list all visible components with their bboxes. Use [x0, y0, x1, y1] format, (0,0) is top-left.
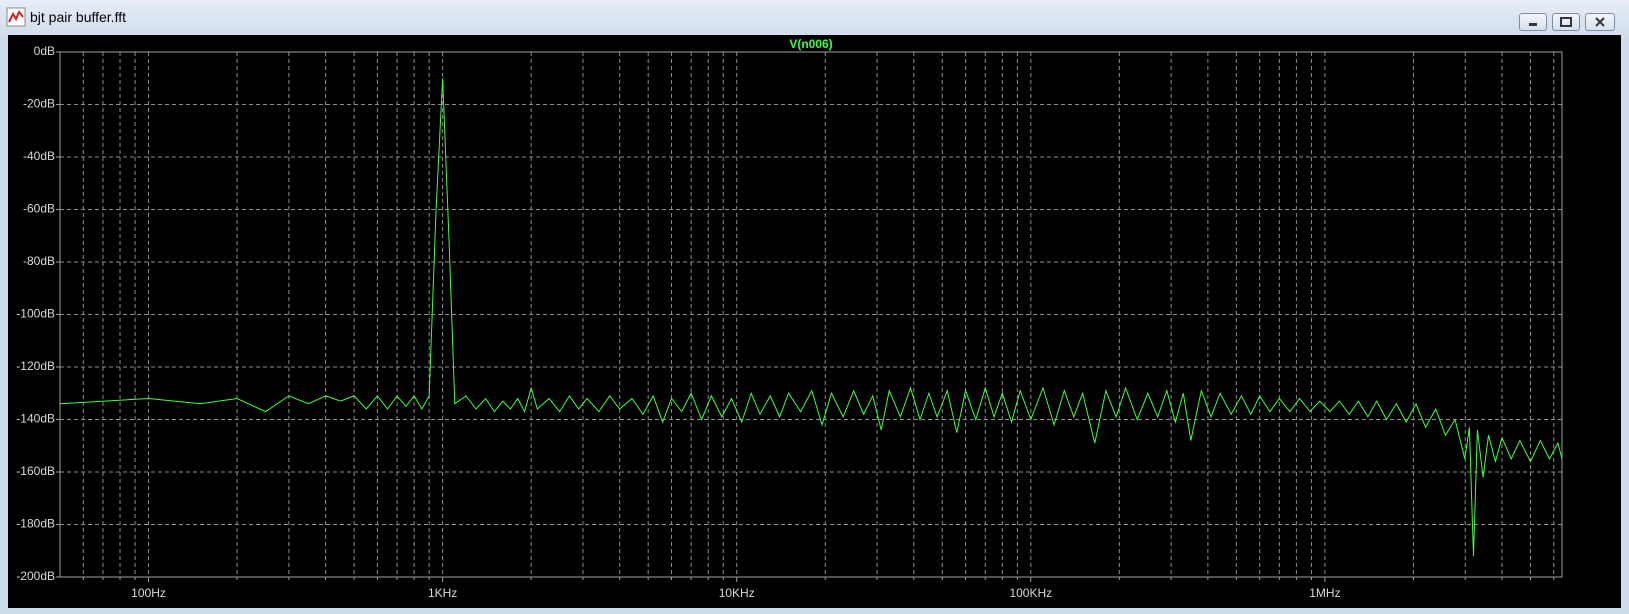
- plot-background: [8, 35, 1621, 608]
- x-tick-label: 10KHz: [719, 586, 755, 600]
- y-tick-label: -200dB: [16, 569, 55, 583]
- y-tick-label: 0dB: [34, 44, 55, 58]
- minimize-icon: [1529, 23, 1537, 26]
- x-tick-label: 1KHz: [428, 586, 457, 600]
- maximize-icon: [1560, 17, 1572, 27]
- chart: V(n006) 0dB -20dB -40dB -60dB -80dB -100dB -12…: [8, 35, 1621, 608]
- maximize-button[interactable]: [1552, 13, 1580, 31]
- y-tick-label: -20dB: [23, 97, 55, 111]
- y-tick-label: -40dB: [23, 149, 55, 163]
- x-tick-label: 1MHz: [1309, 586, 1340, 600]
- y-tick-label: -140dB: [16, 412, 55, 426]
- title-bar: bjt pair buffer.fft: [0, 0, 1629, 34]
- trace-label[interactable]: V(n006): [789, 37, 832, 51]
- trace: [59, 78, 1563, 557]
- window-icon: [6, 7, 26, 27]
- close-icon: [1595, 17, 1605, 27]
- y-tick-label: -80dB: [23, 254, 55, 268]
- y-tick-label: -60dB: [23, 202, 55, 216]
- x-tick-label: 100Hz: [131, 586, 166, 600]
- y-tick-label: -160dB: [16, 464, 55, 478]
- plot-frame: [59, 51, 1563, 578]
- close-button[interactable]: [1585, 13, 1615, 31]
- window-title: bjt pair buffer.fft: [30, 9, 126, 25]
- x-tick-label: 100KHz: [1009, 586, 1052, 600]
- minimize-button[interactable]: [1519, 13, 1547, 31]
- y-tick-label: -100dB: [16, 307, 55, 321]
- y-tick-label: -180dB: [16, 517, 55, 531]
- y-tick-label: -120dB: [16, 359, 55, 373]
